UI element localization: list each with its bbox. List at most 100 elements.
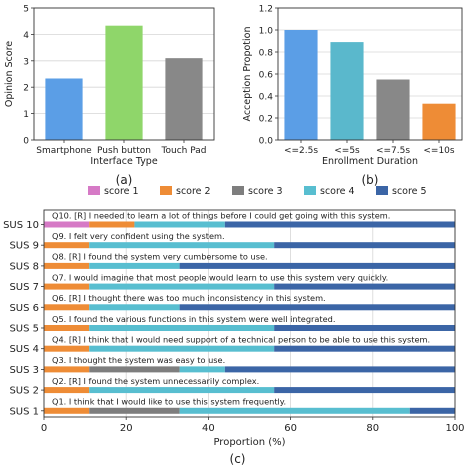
bar-segment xyxy=(89,262,180,269)
bar-segment xyxy=(409,407,455,414)
y-tick-label: SUS 1 xyxy=(9,406,39,417)
y-axis-label: Acception Propotion xyxy=(242,27,253,122)
question-label: Q1. I think that I would like to use thi… xyxy=(52,397,286,407)
bar-segment xyxy=(179,262,455,269)
y-tick-label: SUS 5 xyxy=(9,323,39,334)
bar-segment xyxy=(179,366,225,373)
bar-segment xyxy=(179,304,455,311)
bar-segment xyxy=(274,345,455,352)
x-tick-label: Push button xyxy=(97,146,151,156)
legend-swatch xyxy=(232,186,244,195)
legend-label: score 1 xyxy=(104,186,139,197)
question-label: Q10. [R] I needed to learn a lot of thin… xyxy=(52,210,390,220)
x-tick-label: 20 xyxy=(120,423,133,434)
bar-segment xyxy=(89,387,275,394)
legend-swatch xyxy=(304,186,316,195)
bar-segment xyxy=(224,221,455,228)
y-tick-label: 0.6 xyxy=(259,71,274,81)
x-tick-label: 0 xyxy=(41,423,47,434)
legend-swatch xyxy=(376,186,388,195)
x-tick-label: <=10s xyxy=(423,146,455,156)
panel-label: (a) xyxy=(116,173,133,187)
question-label: Q7. I would imagine that most people wou… xyxy=(52,272,388,282)
legend: score 1 score 2 score 3 score 4 score 5 xyxy=(88,186,427,197)
bar-segment xyxy=(44,262,90,269)
legend-label: score 3 xyxy=(248,186,283,197)
question-label: Q2. [R] I found the system unnecessarily… xyxy=(52,376,259,386)
panel-label: (b) xyxy=(362,173,379,187)
x-tick-label: 80 xyxy=(366,423,379,434)
y-tick-label: 1.2 xyxy=(259,5,273,15)
bar xyxy=(376,79,410,140)
bar-segment xyxy=(224,366,455,373)
question-label: Q5. I found the various functions in thi… xyxy=(52,314,335,324)
question-label: Q3. I thought the system was easy to use… xyxy=(52,355,225,365)
question-label: Q8. [R] I found the system very cumberso… xyxy=(52,252,268,262)
bar-segment xyxy=(44,387,90,394)
bar xyxy=(45,78,83,140)
bar-segment xyxy=(134,221,225,228)
bar-segment xyxy=(274,242,455,249)
bar-segment xyxy=(44,345,90,352)
y-tick-label: SUS 7 xyxy=(9,282,39,293)
y-tick-label: 0.0 xyxy=(259,137,274,147)
x-tick-label: <=5s xyxy=(334,146,360,156)
y-tick-label: SUS 4 xyxy=(9,344,39,355)
x-tick-label: <=2.5s xyxy=(284,146,318,156)
x-tick-label: Smartphone xyxy=(36,146,92,156)
bar-segment xyxy=(89,345,275,352)
y-tick-label: 1 xyxy=(23,110,29,120)
bar-segment xyxy=(179,407,410,414)
bar xyxy=(105,25,143,140)
x-axis-label: Enrollment Duration xyxy=(322,156,418,167)
legend-label: score 4 xyxy=(320,186,355,197)
y-tick-label: 0 xyxy=(23,137,29,147)
y-tick-label: 4 xyxy=(23,31,29,41)
panel-a-opinion-score-chart: 0 1 2 3 4 5 Smartphone Push button Touch PadInte… xyxy=(4,5,215,187)
bar-segment xyxy=(89,304,180,311)
bar-segment xyxy=(44,221,90,228)
question-label: Q6. [R] I thought there was too much inc… xyxy=(52,293,326,303)
x-tick-label: 60 xyxy=(284,423,297,434)
bar-segment xyxy=(89,221,135,228)
y-tick-label: SUS 6 xyxy=(9,303,39,314)
panel-c-sus-stacked-chart: score 1 score 2 score 3 score 4 score 5 0 20 40… xyxy=(3,186,465,466)
bar-segment xyxy=(89,366,180,373)
panel-label: (c) xyxy=(230,452,246,466)
bar xyxy=(284,30,318,140)
y-tick-label: SUS 2 xyxy=(9,386,39,397)
x-tick-label: Touch Pad xyxy=(161,146,207,156)
bar-segment xyxy=(89,407,180,414)
x-tick-label: <=7.5s xyxy=(376,146,410,156)
bar-segment xyxy=(44,304,90,311)
bar-segment xyxy=(44,242,90,249)
bar-segment xyxy=(44,324,90,331)
y-tick-label: 0.2 xyxy=(259,115,273,125)
question-label: Q4. [R] I think that I would need suppor… xyxy=(52,334,430,344)
legend-swatch xyxy=(160,186,172,195)
x-axis-label: Interface Type xyxy=(90,156,158,167)
axes-frame xyxy=(33,7,215,141)
y-tick-label: SUS 9 xyxy=(9,241,39,252)
y-tick-label: 1.0 xyxy=(259,27,274,37)
bar xyxy=(422,103,456,140)
bar-segment xyxy=(274,324,455,331)
x-axis-label: Proportion (%) xyxy=(213,437,285,448)
bar-segment xyxy=(89,324,275,331)
y-tick-label: 0.8 xyxy=(259,49,274,59)
axes-frame xyxy=(277,7,463,141)
legend-label: score 2 xyxy=(176,186,211,197)
bar-segment xyxy=(44,283,90,290)
x-tick-label: 100 xyxy=(445,423,464,434)
y-axis-label: Opinion Score xyxy=(4,41,15,107)
y-tick-label: SUS 8 xyxy=(9,261,39,272)
y-tick-label: 2 xyxy=(23,84,29,94)
panel-b-acception-proportion-chart: 0.0 0.2 0.4 0.6 0.8 1.0 1.2 <=2.5s <=5s <=7.5s <=1… xyxy=(242,5,463,187)
y-tick-label: 0.4 xyxy=(259,93,274,103)
y-tick-label: SUS 3 xyxy=(9,365,39,376)
bar-segment xyxy=(89,242,275,249)
bar-segment xyxy=(274,387,455,394)
legend-swatch xyxy=(88,186,100,195)
bar-segment xyxy=(44,407,90,414)
